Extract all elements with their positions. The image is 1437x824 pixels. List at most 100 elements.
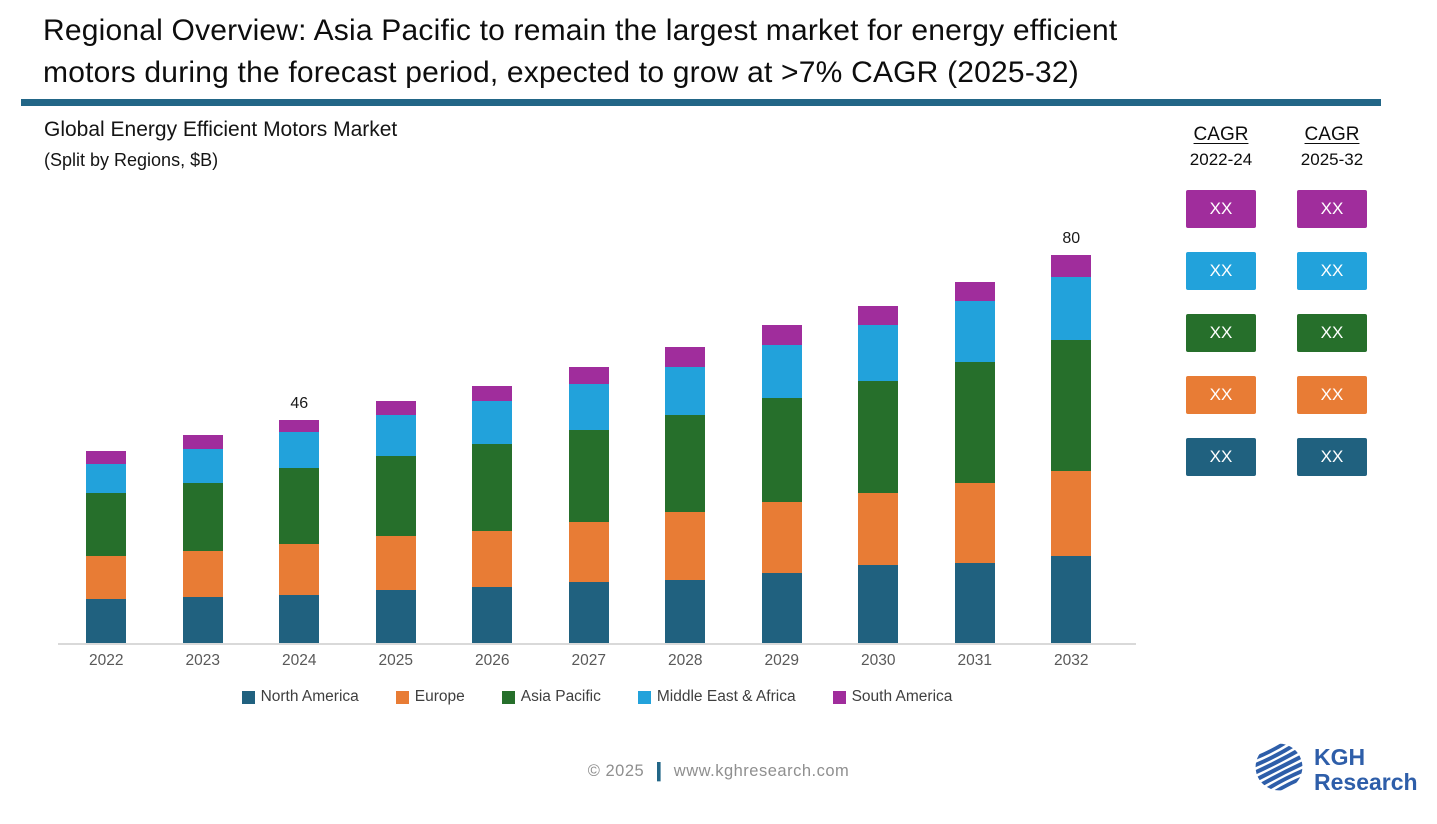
bar-segment-2029-europe: [761, 502, 802, 573]
cagr-column-2-header: CAGR 2025-32: [1297, 124, 1367, 170]
bar-segment-2027-north-america: [568, 582, 609, 643]
bar-segment-2031-north-america: [954, 562, 995, 643]
bar-segment-2031-europe: [954, 482, 995, 563]
bar-segment-2024-asia-pacific: [279, 468, 320, 544]
cagr-cell-col1-row4: XX: [1186, 376, 1256, 414]
x-tick-2027: 2027: [571, 652, 606, 669]
bar-2027: [541, 366, 638, 643]
cagr-2-period: 2025-32: [1300, 150, 1364, 169]
footer-website: www.kghresearch.com: [673, 762, 850, 780]
cagr-1-period: 2022-24: [1189, 150, 1253, 169]
bar-2025: [348, 400, 445, 643]
bar-segment-2030-south-america: [858, 305, 899, 326]
cagr-cell-col1-row1: XX: [1186, 190, 1256, 228]
legend-item-middle-east-africa: Middle East & Africa: [637, 688, 796, 706]
bar-segment-2023-europe: [182, 550, 223, 597]
bar-2023: [155, 434, 252, 643]
legend-item-europe: Europe: [395, 688, 465, 706]
bar-segment-2027-south-america: [568, 366, 609, 384]
legend-swatch-icon: [241, 690, 255, 704]
bar-2022: [58, 451, 155, 643]
cagr-cell-col2-row3: XX: [1297, 314, 1367, 352]
stacked-bar-plot: 46 80: [58, 0, 1120, 643]
legend-label: South America: [851, 688, 953, 705]
bar-segment-2024-south-america: [279, 419, 320, 433]
cagr-cell-col1-row5: XX: [1186, 438, 1256, 476]
legend-label: Europe: [414, 688, 465, 705]
x-tick-2026: 2026: [475, 652, 510, 669]
bar-segment-2025-middle-east-africa: [375, 415, 416, 457]
x-axis-labels: 2022 2023 2024 2025 2026 2027 2028 2029 2030 2031…: [58, 652, 1120, 674]
legend-swatch-icon: [395, 690, 409, 704]
cagr-column-1-header: CAGR 2022-24: [1186, 124, 1256, 170]
bar-segment-2032-europe: [1051, 470, 1092, 556]
x-tick-2024: 2024: [282, 652, 317, 669]
cagr-cell-col2-row2: XX: [1297, 252, 1367, 290]
bar-segment-2029-middle-east-africa: [761, 344, 802, 399]
x-tick-2029: 2029: [764, 652, 799, 669]
bar-segment-2023-middle-east-africa: [182, 449, 223, 483]
bar-segment-2028-north-america: [665, 579, 706, 643]
bar-2028: [637, 347, 734, 643]
x-tick-2023: 2023: [185, 652, 220, 669]
x-axis-line: [58, 643, 1136, 645]
bar-segment-2027-asia-pacific: [568, 429, 609, 522]
bar-segment-2030-europe: [858, 492, 899, 566]
bar-segment-2031-south-america: [954, 281, 995, 302]
x-tick-2032: 2032: [1054, 652, 1089, 669]
logo-line2: Research: [1314, 768, 1418, 795]
x-tick-2025: 2025: [378, 652, 413, 669]
cagr-cell-col2-row5: XX: [1297, 438, 1367, 476]
legend-swatch-icon: [832, 690, 846, 704]
bar-2024: 46: [251, 395, 348, 643]
bar-segment-2032-north-america: [1051, 555, 1092, 643]
kgh-research-logo: KGH Research: [1247, 735, 1418, 799]
bar-segment-2022-middle-east-africa: [86, 463, 127, 493]
bar-segment-2025-europe: [375, 536, 416, 590]
bar-segment-2030-north-america: [858, 565, 899, 643]
bar-segment-2032-asia-pacific: [1051, 339, 1092, 471]
bar-segment-2031-asia-pacific: [954, 361, 995, 483]
bar-segment-2031-middle-east-africa: [954, 301, 995, 362]
bar-segment-2022-asia-pacific: [86, 492, 127, 556]
bar-2032: 80: [1023, 230, 1120, 643]
bar-segment-2032-south-america: [1051, 255, 1092, 277]
bar-segment-2026-middle-east-africa: [472, 400, 513, 445]
bar-segment-2032-middle-east-africa: [1051, 276, 1092, 340]
bar-segment-2028-asia-pacific: [665, 415, 706, 513]
bar-segment-2027-middle-east-africa: [568, 383, 609, 430]
bar-segment-2026-south-america: [472, 385, 513, 401]
bar-segment-2024-north-america: [279, 594, 320, 643]
bar-segment-2023-south-america: [182, 434, 223, 450]
x-tick-2028: 2028: [668, 652, 703, 669]
bar-2031: [927, 281, 1024, 643]
x-tick-2022: 2022: [89, 652, 124, 669]
bar-segment-2029-asia-pacific: [761, 398, 802, 503]
chart-subtitle: (Split by Regions, $B): [44, 150, 219, 170]
bar-segment-2027-europe: [568, 521, 609, 583]
cagr-cell-col2-row1: XX: [1297, 190, 1367, 228]
bar-segment-2022-north-america: [86, 599, 127, 643]
bar-segment-2028-europe: [665, 512, 706, 580]
bar-segment-2030-asia-pacific: [858, 381, 899, 493]
footer-separator: |: [655, 760, 663, 782]
bar-segment-2022-europe: [86, 555, 127, 600]
cagr-cell-col1-row2: XX: [1186, 252, 1256, 290]
logo-line1: KGH: [1314, 743, 1366, 770]
bar-total-label-2024: 46: [290, 394, 309, 412]
bar-segment-2022-south-america: [86, 451, 127, 464]
bar-segment-2028-south-america: [665, 347, 706, 367]
bar-segment-2029-south-america: [761, 325, 802, 345]
slide-title: Regional Overview: Asia Pacific to remai…: [43, 10, 1363, 94]
legend-item-south-america: South America: [832, 688, 953, 706]
bar-segment-2026-north-america: [472, 587, 513, 643]
legend-label: Asia Pacific: [520, 688, 601, 705]
legend-label: North America: [260, 688, 359, 705]
cagr-cell-col1-row3: XX: [1186, 314, 1256, 352]
legend-item-asia-pacific: Asia Pacific: [501, 688, 601, 706]
globe-icon: [1247, 735, 1311, 799]
cagr-cell-col2-row4: XX: [1297, 376, 1367, 414]
bar-segment-2025-south-america: [375, 400, 416, 416]
legend-swatch-icon: [637, 690, 651, 704]
